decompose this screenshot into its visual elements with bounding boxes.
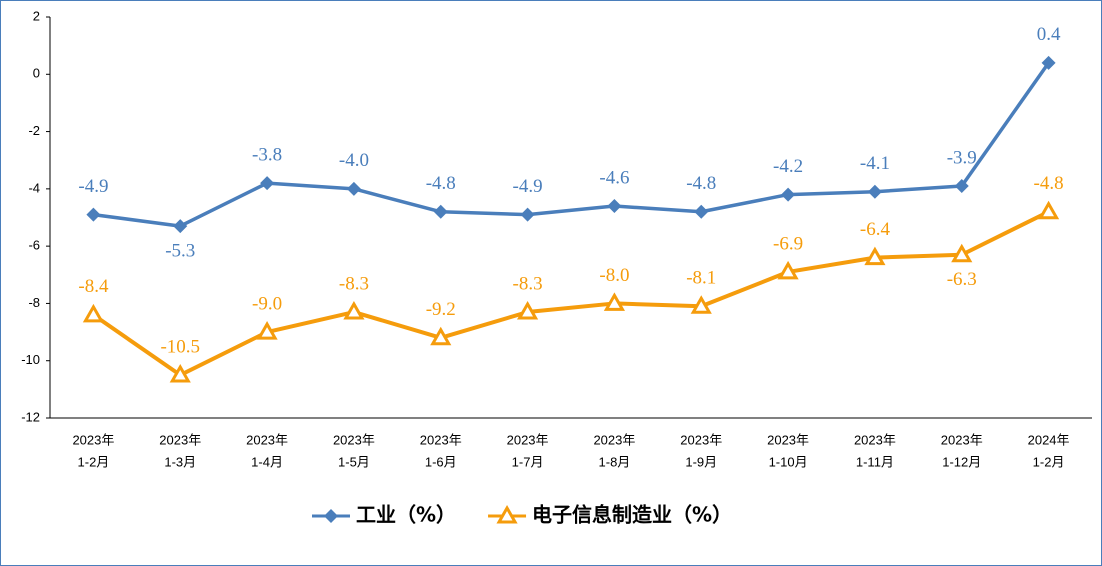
- legend-marker: [496, 504, 518, 524]
- value-label: -8.3: [513, 273, 543, 294]
- x-tick-label: 2023年: [593, 432, 635, 447]
- value-label: -4.8: [686, 173, 716, 194]
- x-tick-label: 2023年: [854, 432, 896, 447]
- value-label: -8.3: [339, 273, 369, 294]
- value-label: -4.8: [426, 173, 456, 194]
- x-tick-label: 1-10月: [769, 454, 808, 469]
- y-tick-label: -4: [28, 180, 40, 195]
- marker: [951, 243, 973, 263]
- x-tick-label: 2023年: [333, 432, 375, 447]
- marker: [82, 303, 105, 323]
- marker: [954, 178, 969, 193]
- series-line: [93, 61, 1051, 228]
- value-label: -4.9: [78, 176, 108, 197]
- y-tick-label: -8: [28, 295, 40, 310]
- marker: [169, 364, 191, 383]
- x-tick-label: 1-2月: [1033, 454, 1065, 469]
- value-label: -4.9: [513, 176, 543, 197]
- value-label: -6.4: [860, 219, 891, 240]
- x-tick-label: 1-3月: [164, 454, 196, 469]
- value-label: -8.0: [599, 265, 629, 286]
- x-tick-label: 1-7月: [512, 454, 544, 469]
- x-tick-label: 2023年: [767, 432, 809, 447]
- marker: [260, 176, 275, 191]
- series-line: [92, 209, 1050, 378]
- x-tick-label: 2023年: [246, 432, 288, 447]
- marker: [867, 184, 882, 199]
- value-label: -8.4: [78, 276, 109, 297]
- legend-label: 电子信息制造业（%）: [532, 503, 732, 527]
- x-tick-label: 1-2月: [78, 454, 110, 469]
- y-tick-label: -6: [28, 238, 40, 253]
- marker: [690, 295, 712, 314]
- marker: [694, 204, 709, 219]
- marker: [607, 199, 622, 214]
- y-tick-label: -2: [28, 123, 40, 138]
- value-label: -4.2: [773, 156, 803, 177]
- x-tick-label: 2023年: [72, 432, 114, 447]
- legend-marker: [324, 509, 338, 523]
- marker: [777, 260, 799, 280]
- value-label: -4.1: [860, 153, 890, 174]
- marker: [433, 204, 448, 219]
- value-label: -10.5: [160, 336, 200, 357]
- marker: [256, 321, 278, 340]
- value-label: -4.0: [339, 150, 369, 171]
- y-tick-label: 0: [33, 66, 40, 81]
- x-tick-label: 1-4月: [251, 454, 283, 469]
- x-tick-label: 2023年: [159, 432, 201, 447]
- value-label: -8.1: [686, 268, 716, 289]
- value-label: -4.8: [1034, 173, 1064, 194]
- marker: [430, 326, 452, 346]
- legend-label: 工业（%）: [356, 503, 456, 527]
- x-tick-label: 1-9月: [685, 454, 717, 469]
- value-label: -6.9: [773, 233, 803, 254]
- value-label: -9.2: [426, 299, 456, 320]
- value-label: -6.3: [947, 269, 977, 290]
- marker: [173, 219, 188, 234]
- marker: [1041, 55, 1056, 70]
- marker: [343, 300, 365, 320]
- marker: [603, 292, 626, 311]
- marker: [1037, 200, 1060, 220]
- value-label: -5.3: [165, 240, 195, 261]
- value-label: -3.8: [252, 144, 282, 165]
- marker: [864, 246, 886, 266]
- y-tick-label: -12: [21, 409, 40, 424]
- marker: [781, 187, 796, 202]
- marker: [86, 207, 101, 222]
- x-tick-label: 1-12月: [942, 454, 981, 469]
- y-tick-label: -10: [21, 352, 40, 367]
- marker: [516, 300, 539, 320]
- x-tick-label: 1-11月: [856, 454, 894, 469]
- x-tick-label: 1-5月: [338, 454, 370, 469]
- x-tick-label: 2023年: [680, 432, 722, 447]
- marker: [520, 207, 535, 222]
- y-tick-label: 2: [33, 8, 40, 23]
- x-tick-label: 2023年: [420, 432, 462, 447]
- value-label: -4.6: [599, 167, 629, 188]
- value-label: -3.9: [947, 147, 977, 168]
- x-tick-label: 2024年: [1028, 432, 1070, 447]
- x-tick-label: 2023年: [507, 432, 549, 447]
- x-tick-label: 1-8月: [599, 454, 631, 469]
- value-label: -9.0: [252, 293, 282, 314]
- x-tick-label: 2023年: [941, 432, 983, 447]
- marker: [346, 181, 361, 196]
- x-tick-label: 1-6月: [425, 454, 457, 469]
- value-label: 0.4: [1037, 24, 1061, 45]
